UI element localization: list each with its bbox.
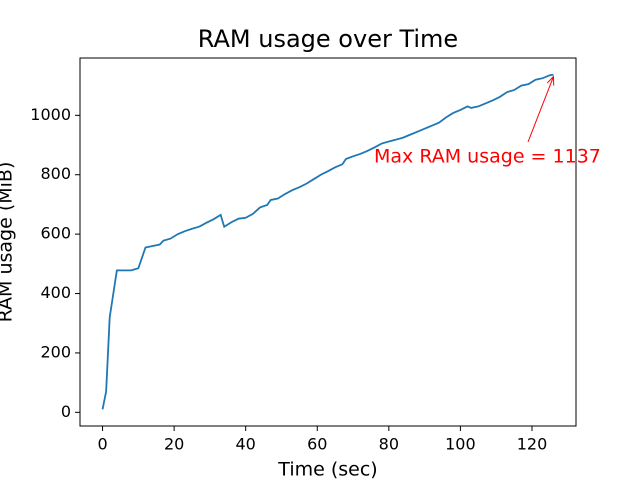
y-tick-label: 1000 [30, 105, 71, 124]
chart-title: RAM usage over Time [198, 25, 458, 53]
x-tick-label: 20 [164, 435, 184, 454]
x-tick-label: 100 [445, 435, 476, 454]
x-tick-label: 120 [517, 435, 548, 454]
annotation-arrowhead [546, 75, 555, 86]
y-axis-label: RAM usage (MiB) [0, 162, 17, 323]
y-tick-label: 800 [40, 164, 71, 183]
data-line [101, 73, 554, 410]
annotation-text: Max RAM usage = 1137 [374, 146, 601, 168]
annotation-arrow [527, 76, 554, 143]
x-axis-label: Time (sec) [277, 459, 377, 480]
x-tick-label: 40 [236, 435, 256, 454]
plot-frame [79, 57, 577, 427]
y-tick-label: 200 [40, 342, 71, 361]
x-tick-label: 80 [379, 435, 399, 454]
x-tick-label: 60 [307, 435, 327, 454]
y-tick-label: 600 [40, 224, 71, 243]
y-tick-label: 400 [40, 283, 71, 302]
x-tick-label: 0 [97, 435, 107, 454]
y-tick-label: 0 [61, 402, 71, 421]
